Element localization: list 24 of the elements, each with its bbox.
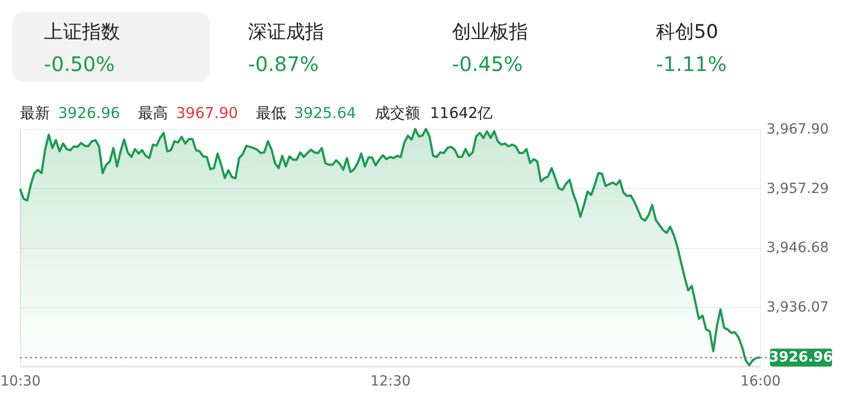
text: 3925.64 xyxy=(294,104,356,122)
text: 深证成指 xyxy=(248,21,324,43)
y-tick-label: 3,967.90 xyxy=(766,122,829,138)
text: 成交额 xyxy=(375,104,420,122)
text: 3926.96 xyxy=(58,104,120,122)
x-tick-label: 12:30 xyxy=(370,374,411,390)
text: 科创50 xyxy=(656,21,718,43)
text: 3967.90 xyxy=(176,104,238,122)
text: 最高 xyxy=(138,104,168,122)
text: 创业板指 xyxy=(452,21,528,43)
text: -0.45% xyxy=(452,52,523,76)
text: 上证指数 xyxy=(44,21,120,43)
x-tick-label: 10:30 xyxy=(0,374,41,390)
y-tick-label: 3,936.07 xyxy=(766,299,829,316)
y-tick-label: 3,946.68 xyxy=(766,240,829,256)
text: -1.11% xyxy=(656,52,727,76)
ref-line-label: 3926.96 xyxy=(769,350,833,366)
text: -0.50% xyxy=(44,52,115,76)
text: 11642亿 xyxy=(430,104,493,122)
text: -0.87% xyxy=(248,52,319,76)
y-tick-label: 3,957.29 xyxy=(766,180,829,197)
text: 最新 xyxy=(20,104,50,122)
text: 最低 xyxy=(256,104,286,122)
x-tick-label: 16:00 xyxy=(740,374,781,390)
